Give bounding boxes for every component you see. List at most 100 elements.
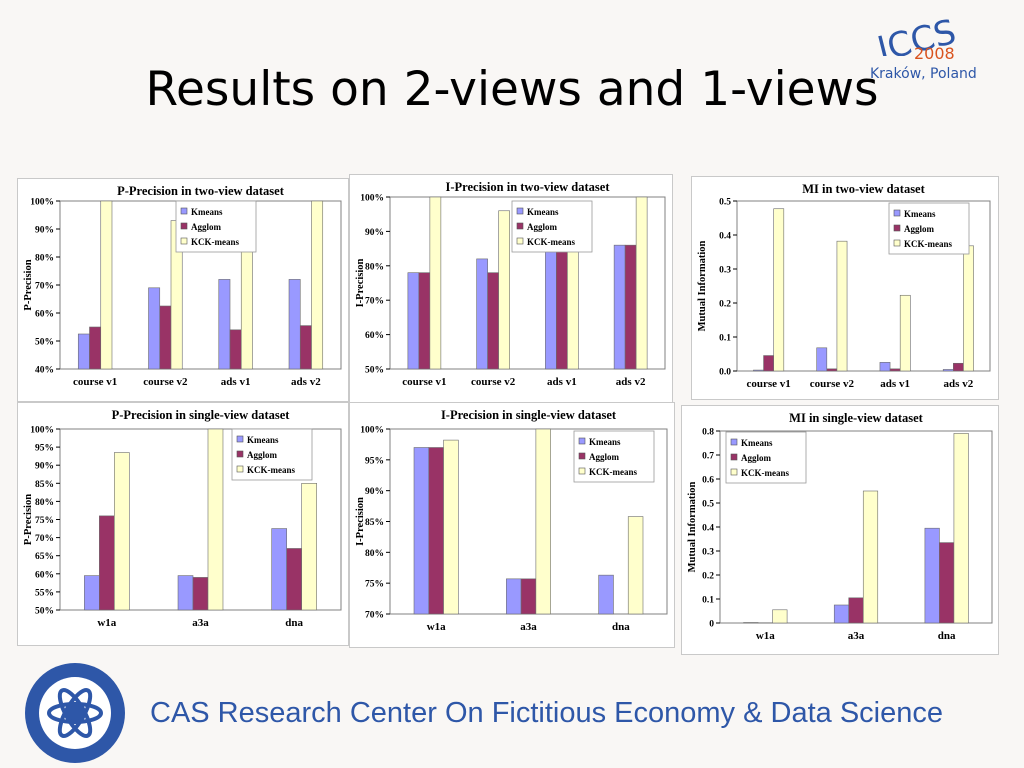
legend-swatch [730,438,738,446]
legend-label: Agglom [589,452,620,462]
legend-swatch [578,452,586,460]
x-tick-label: ads v2 [944,378,974,390]
y-tick-label: 40% [35,366,54,376]
legend-swatch [516,207,524,215]
bar-kmeans [476,258,488,370]
bar-agglom [556,244,568,370]
x-tick-label: dna [938,630,956,642]
legend-swatch [730,468,738,476]
x-tick-label: a3a [192,617,209,629]
y-tick-label: 0.8 [702,428,714,438]
bar-agglom [889,368,901,372]
bar-kck-means [207,428,224,611]
x-tick-label: ads v1 [880,378,910,390]
bar-agglom [159,305,172,370]
bar-agglom [939,542,955,624]
bar-kck-means [443,439,459,615]
legend-label: KCK-means [589,467,637,477]
chart-i-precision-two-view: I-Precision in two-view dataset 50% 60% 70%… [355,180,666,388]
bar-agglom [826,368,838,372]
bar-kck-means [899,294,911,372]
iccs-year: 2008 [914,44,955,63]
x-tick-label: ads v2 [291,376,321,388]
iccs-year-mark: 2008 [914,44,955,63]
chart-p-precision-single-view: P-Precision in single-view dataset 50% 55%… [23,408,342,629]
y-tick-label: 0.3 [719,266,731,276]
bar-kck-means [836,240,848,372]
legend-label: Agglom [904,224,935,234]
bar-agglom [624,244,637,370]
y-tick-label: 95% [365,456,384,466]
x-tick-label: course v1 [73,376,117,388]
y-tick-label: 0.4 [719,232,731,242]
y-tick-label: 60% [365,331,384,341]
y-axis-label: P-Precision [23,494,34,545]
legend-label: KCK-means [191,237,239,247]
bar-kck-means [953,433,969,624]
chart-panel-p-precision-two-view: P-Precision in two-view dataset 40% 50% 60%… [17,178,349,402]
y-tick-label: 75% [365,580,384,590]
y-tick-label: 90% [35,462,54,472]
y-tick-label: 0.2 [719,300,731,310]
y-tick-label: 75% [35,516,54,526]
y-tick-label: 0.1 [702,596,714,606]
legend-box [725,431,807,484]
bar-kmeans [413,447,430,615]
legend-swatch [236,450,244,458]
legend-box [573,430,655,483]
chart-panel-mi-two-view: MI in two-view dataset 0.0 0.1 0.2 0.3 0.4 0.5… [691,176,999,400]
y-tick-label: 80% [35,254,54,264]
bar-agglom [418,272,431,370]
bar-kmeans [288,279,301,370]
legend-label: Kmeans [191,207,223,217]
bar-kck-means [963,245,974,372]
legend-label: KCK-means [904,239,952,249]
legend-label: Kmeans [904,209,936,219]
bar-agglom [299,325,312,370]
bar-kmeans [177,575,194,611]
y-tick-label: 70% [365,297,384,307]
x-tick-label: course v2 [810,378,855,390]
bar-kck-means [627,516,644,615]
y-tick-label: 0.2 [702,572,714,582]
x-tick-label: w1a [427,621,446,633]
chart-panel-i-precision-single-view: I-Precision in single-view dataset 70% 75%… [349,402,675,648]
legend-swatch [893,239,901,247]
y-axis-label: I-Precision [355,258,366,307]
legend-label: Agglom [191,222,222,232]
y-tick-label: 70% [35,282,54,292]
chart-title: MI in single-view dataset [789,411,924,425]
footer-organization-name: CAS Research Center On Fictitious Econom… [150,697,943,729]
chart-title: I-Precision in single-view dataset [441,408,617,422]
chart-title: P-Precision in single-view dataset [112,408,291,422]
iccs-wordmark-icon: ICCS [874,12,960,56]
bar-kmeans [271,528,287,611]
legend-label: KCK-means [247,465,295,475]
x-tick-label: ads v2 [616,376,646,388]
y-tick-label: 90% [35,226,54,236]
y-tick-label: 0.5 [719,198,731,208]
x-tick-label: course v1 [402,376,446,388]
bar-agglom [763,355,774,372]
bar-kck-means [301,483,317,611]
y-tick-label: 50% [365,366,384,376]
bar-kck-means [114,452,130,611]
y-tick-label: 90% [365,228,384,238]
chart-i-precision-single-view: I-Precision in single-view dataset 70% 75%… [355,408,668,633]
y-tick-label: 60% [35,570,54,580]
legend-swatch [236,435,244,443]
bar-kmeans [942,369,954,372]
y-tick-label: 0.1 [719,334,731,344]
legend-swatch [893,224,901,232]
bar-kmeans [816,347,828,372]
y-tick-label: 70% [35,534,54,544]
bar-kmeans [545,241,557,370]
bar-kmeans [924,527,940,624]
y-tick-label: 50% [35,607,54,617]
y-tick-label: 100% [30,426,54,436]
legend-label: Kmeans [247,435,279,445]
chart-title: MI in two-view dataset [802,182,925,196]
y-tick-label: 85% [365,518,384,528]
y-axis-label: Mutual Information [687,481,698,572]
bar-agglom [192,577,209,611]
